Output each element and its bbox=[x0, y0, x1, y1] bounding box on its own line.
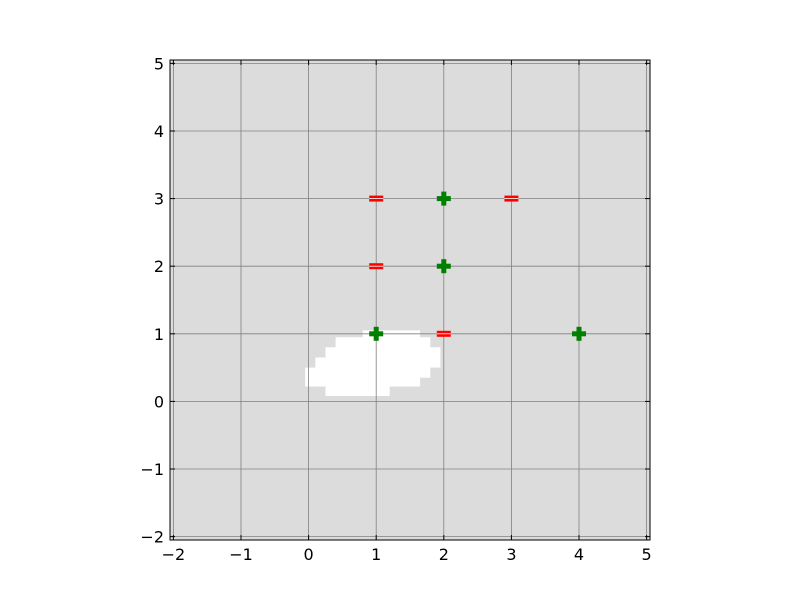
plus-marker bbox=[572, 326, 587, 341]
y-tick-label: 5 bbox=[154, 54, 164, 73]
x-tick-label: 2 bbox=[439, 545, 449, 564]
plus-marker bbox=[436, 191, 451, 206]
y-tick-label: −1 bbox=[140, 460, 164, 479]
minus-marker bbox=[504, 195, 519, 202]
minus-marker bbox=[436, 330, 451, 337]
minus-marker bbox=[369, 263, 384, 270]
minus-marker bbox=[369, 195, 384, 202]
x-tick-label: 3 bbox=[506, 545, 516, 564]
plus-marker-vertical bbox=[441, 191, 447, 206]
x-tick-label: −2 bbox=[162, 545, 186, 564]
plus-marker-vertical bbox=[441, 259, 447, 274]
y-tick-label: 1 bbox=[154, 325, 164, 344]
x-tick-label: 4 bbox=[574, 545, 584, 564]
y-tick-label: 4 bbox=[154, 122, 164, 141]
x-tick-label: −1 bbox=[229, 545, 253, 564]
plus-marker-vertical bbox=[373, 326, 379, 341]
plus-marker-vertical bbox=[576, 326, 582, 341]
plus-marker bbox=[369, 326, 384, 341]
x-tick-label: 5 bbox=[642, 545, 652, 564]
plot-background bbox=[170, 60, 650, 540]
y-tick-label: −2 bbox=[140, 528, 164, 547]
y-tick-label: 3 bbox=[154, 190, 164, 209]
decision-region bbox=[305, 330, 441, 396]
y-tick-label: 2 bbox=[154, 257, 164, 276]
x-tick-label: 1 bbox=[371, 545, 381, 564]
x-tick-label: 0 bbox=[303, 545, 313, 564]
y-tick-label: 0 bbox=[154, 392, 164, 411]
axes-frame bbox=[169, 59, 651, 541]
plus-marker bbox=[436, 259, 451, 274]
